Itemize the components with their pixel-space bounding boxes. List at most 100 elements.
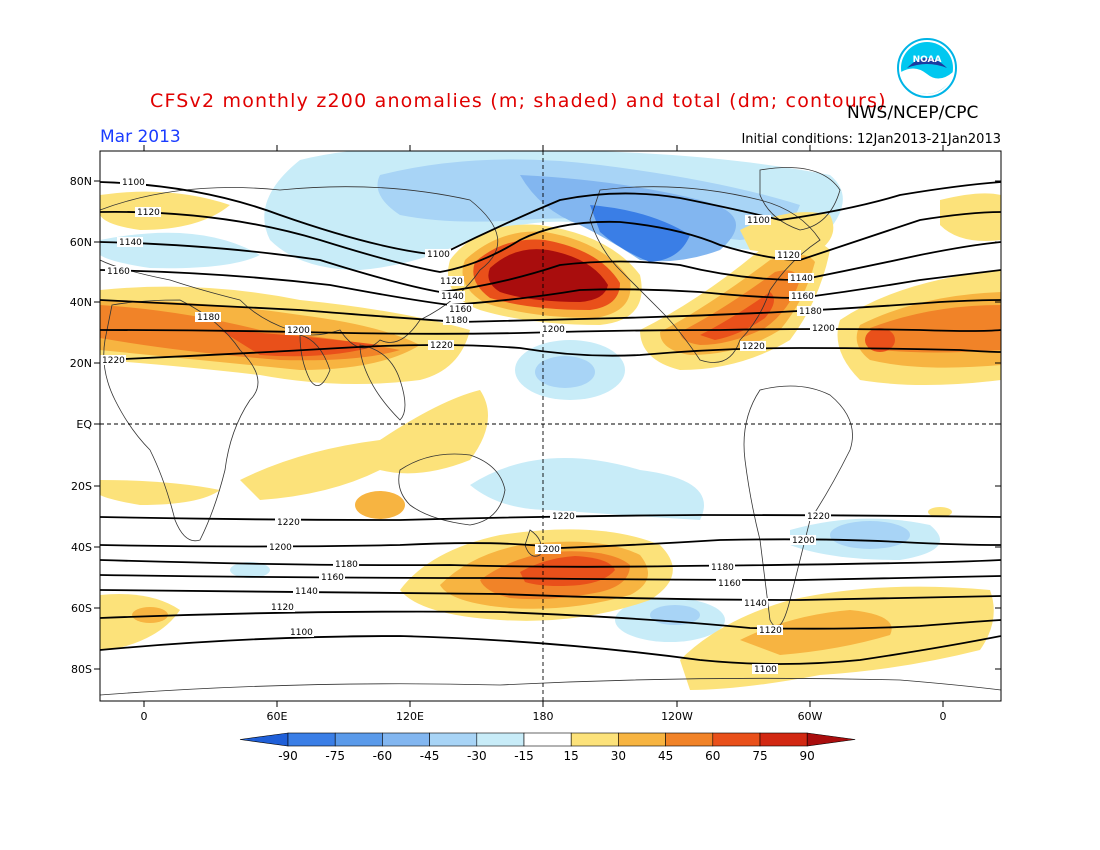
- contour-label-1100: 1100: [745, 215, 771, 226]
- colorbar-segment: [523, 732, 572, 747]
- initial-conditions-label: Initial conditions: 12Jan2013-21Jan2013: [741, 132, 1001, 147]
- svg-text:1200: 1200: [269, 543, 292, 553]
- colorbar-segment: [476, 732, 525, 747]
- anomaly-negative-north: [590, 205, 690, 262]
- lat-tick: 20N: [70, 357, 1001, 370]
- contour-1120-n: [100, 210, 1001, 273]
- lat-tick: 40N: [70, 296, 1001, 309]
- svg-text:1200: 1200: [812, 324, 835, 334]
- lat-label: 60N: [70, 236, 92, 249]
- contour-1100-s: [100, 635, 1001, 665]
- organization-label: NWS/NCEP/CPC: [847, 103, 979, 123]
- contour-1120-s: [100, 610, 1001, 630]
- colorbar-segment: [382, 732, 430, 747]
- coastline-se-asia: [359, 344, 406, 421]
- lon-tick: 180: [533, 145, 554, 723]
- anomaly-positive-north: [940, 193, 1001, 241]
- contour-label-1120: 1120: [775, 250, 801, 261]
- contour-label-1180: 1180: [195, 312, 221, 323]
- latitude-axis: 80N 60N 40N 20N EQ 20S 40S 60S 80S: [70, 175, 1001, 676]
- coastline-india: [299, 334, 331, 387]
- lon-label: 60W: [798, 710, 823, 723]
- svg-text:1180: 1180: [445, 316, 468, 326]
- svg-text:1140: 1140: [790, 274, 813, 284]
- longitude-axis: 0 60E 120E 180 120W 60W 0: [141, 145, 947, 723]
- anomaly-positive-atlantic: [870, 305, 1001, 353]
- noaa-logo: NOAA: [897, 38, 957, 98]
- lon-label: 180: [533, 710, 554, 723]
- contour-label-1100: 1100: [120, 177, 146, 188]
- anomaly-negative-tropics: [830, 521, 910, 549]
- contour-label-1120: 1120: [135, 207, 161, 218]
- lat-label: 20S: [71, 480, 92, 493]
- contour-label-1100: 1100: [752, 664, 778, 675]
- contour-labels: 1100 1100 1100 1120 1120 1120 1140 1140: [100, 177, 836, 675]
- anomaly-positive-north: [100, 191, 230, 230]
- svg-text:1160: 1160: [791, 292, 814, 302]
- month-label: Mar 2013: [100, 127, 181, 147]
- svg-text:1200: 1200: [542, 325, 565, 335]
- contour-label-1180: 1180: [709, 562, 735, 573]
- contour-label-1200: 1200: [810, 323, 836, 334]
- contour-label-1120: 1120: [757, 625, 783, 636]
- lat-tick: 60S: [71, 602, 1001, 615]
- colorbar-tick-label: -45: [420, 749, 440, 763]
- anomaly-positive-tropics-south: [355, 491, 405, 519]
- contour-label-1220: 1220: [805, 511, 831, 522]
- colorbar-tick-label: 15: [564, 749, 579, 763]
- colorbar: -90 -75 -60 -45 -30 -15 15 30 45 60 75 90: [239, 732, 856, 763]
- anomaly-negative-tropics: [535, 356, 595, 388]
- svg-text:1120: 1120: [777, 251, 800, 261]
- lat-tick: EQ: [76, 418, 1001, 431]
- colorbar-segment: [665, 732, 714, 747]
- lat-label: EQ: [76, 418, 92, 431]
- lon-tick: 0: [940, 145, 947, 723]
- contour-label-1220: 1220: [550, 511, 576, 522]
- anomaly-positive-southern-ocean: [740, 610, 892, 655]
- svg-text:1120: 1120: [759, 626, 782, 636]
- lat-tick: 20S: [71, 480, 1001, 493]
- svg-text:1100: 1100: [427, 250, 450, 260]
- svg-text:1160: 1160: [107, 267, 130, 277]
- contour-label-1120: 1120: [269, 602, 295, 613]
- colorbar-tick-label: 30: [611, 749, 626, 763]
- contour-1100-n: [100, 181, 1001, 256]
- svg-text:1160: 1160: [321, 573, 344, 583]
- colorbar-tick-label: 75: [752, 749, 767, 763]
- svg-text:1220: 1220: [277, 518, 300, 528]
- contour-label-1180: 1180: [797, 306, 823, 317]
- anomaly-positive-namerica: [700, 292, 774, 340]
- lat-label: 80N: [70, 175, 92, 188]
- anomaly-positive-namerica: [680, 270, 800, 345]
- lon-tick: 60W: [798, 145, 823, 723]
- anomaly-negative-south: [230, 562, 270, 578]
- coastline-north-america: [589, 186, 821, 363]
- contour-label-1200: 1200: [790, 535, 816, 546]
- svg-text:1220: 1220: [807, 512, 830, 522]
- map-frame: [99, 150, 1002, 702]
- svg-text:1120: 1120: [137, 208, 160, 218]
- contour-label-1160: 1160: [716, 578, 742, 589]
- anomaly-negative-tropics: [470, 458, 704, 520]
- anomaly-positive-atlantic: [865, 328, 895, 352]
- contour-1140-n: [100, 241, 1001, 293]
- contour-label-1160: 1160: [105, 266, 131, 277]
- contour-label-1160: 1160: [447, 304, 473, 315]
- colorbar-segment: [334, 732, 383, 747]
- lon-tick: 0: [141, 145, 148, 723]
- lat-label: 20N: [70, 357, 92, 370]
- contour-label-1220: 1220: [740, 341, 766, 352]
- svg-text:1180: 1180: [335, 560, 358, 570]
- svg-text:1200: 1200: [792, 536, 815, 546]
- contour-label-1160: 1160: [789, 291, 815, 302]
- contour-label-1220: 1220: [100, 355, 126, 366]
- svg-text:1100: 1100: [754, 665, 777, 675]
- coastline-new-zealand: [524, 529, 542, 557]
- contour-label-1200: 1200: [285, 325, 311, 336]
- lon-label: 120E: [396, 710, 424, 723]
- svg-text:1100: 1100: [122, 178, 145, 188]
- lat-tick: 60N: [70, 236, 1001, 249]
- colorbar-left-arrow: [239, 732, 289, 747]
- colorbar-tick-label: -15: [514, 749, 534, 763]
- contour-1160-n: [100, 269, 1001, 306]
